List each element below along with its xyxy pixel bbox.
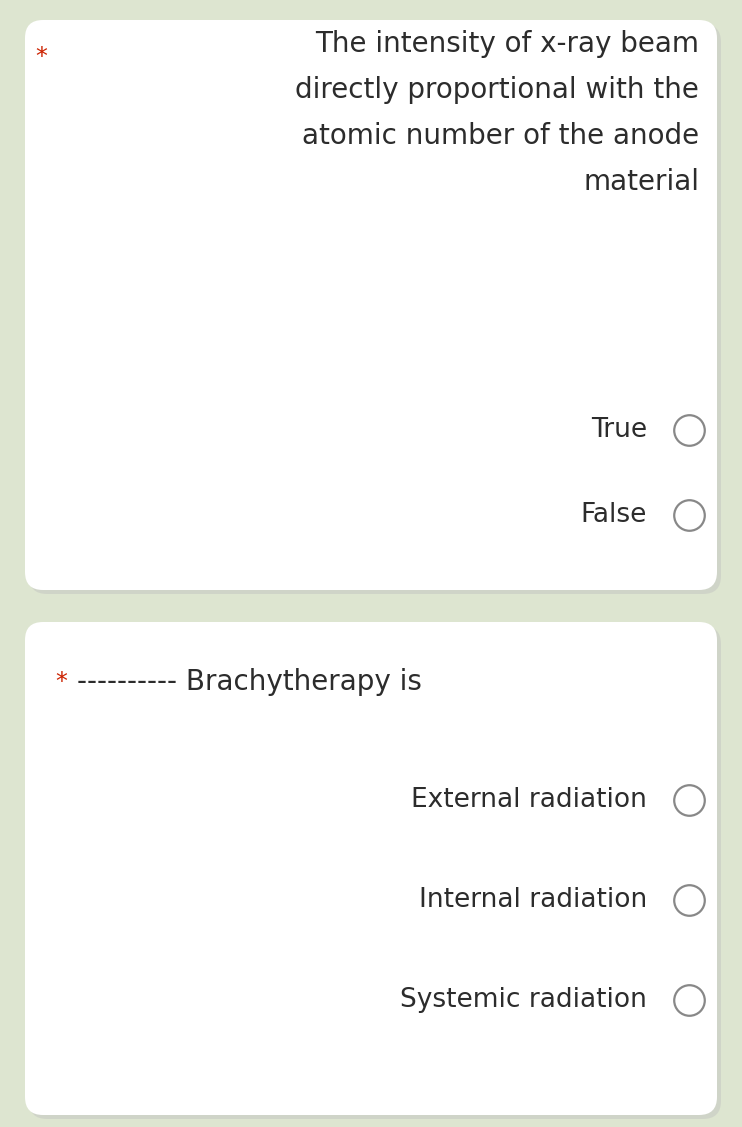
Text: atomic number of the anode: atomic number of the anode: [302, 122, 699, 150]
Text: External radiation: External radiation: [411, 787, 647, 813]
Text: True: True: [591, 417, 647, 443]
Text: *: *: [55, 669, 67, 694]
Text: material: material: [583, 168, 699, 196]
Text: ---------- Brachytherapy is: ---------- Brachytherapy is: [77, 668, 422, 696]
FancyBboxPatch shape: [29, 24, 721, 594]
Text: False: False: [581, 502, 647, 529]
Text: Internal radiation: Internal radiation: [418, 887, 647, 913]
FancyBboxPatch shape: [29, 625, 721, 1119]
Text: *: *: [35, 45, 47, 69]
Text: Systemic radiation: Systemic radiation: [400, 987, 647, 1013]
FancyBboxPatch shape: [25, 622, 717, 1115]
Text: The intensity of x-ray beam: The intensity of x-ray beam: [315, 30, 699, 57]
FancyBboxPatch shape: [25, 20, 717, 591]
Text: directly proportional with the: directly proportional with the: [295, 76, 699, 104]
